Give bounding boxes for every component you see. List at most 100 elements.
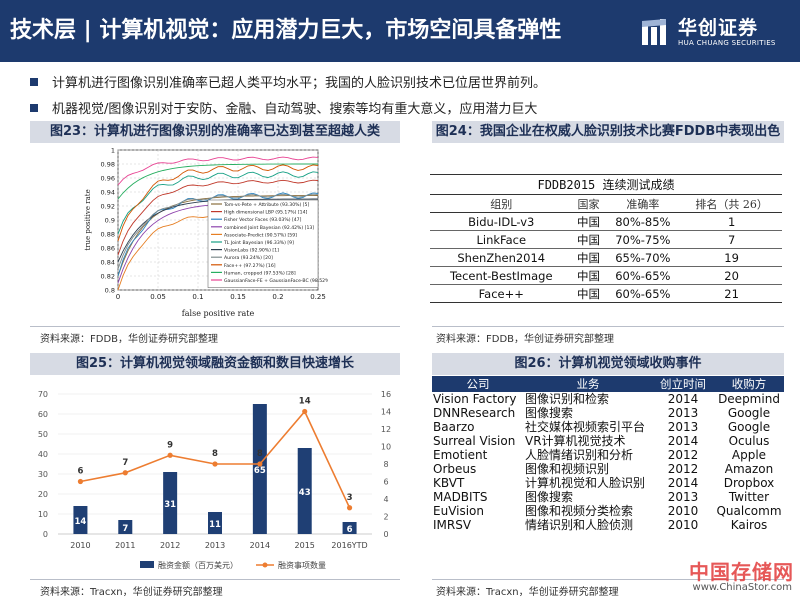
bar-x-tick-label: 2010 (70, 541, 90, 550)
bar-right-tick-label: 14 (381, 408, 391, 417)
fig25-divider (30, 579, 400, 580)
acq-cell: Dropbox (723, 476, 775, 490)
roc-legend-entry: combined Joint Bayesian (92.42%) [13] (224, 225, 314, 231)
fddb-cell: 20 (681, 266, 782, 285)
acq-cell: Qualcomm (716, 504, 782, 518)
acq-cell: Orbeus (433, 462, 477, 476)
roc-series-line (117, 164, 319, 242)
bar-left-tick-label: 30 (38, 470, 48, 479)
bullet-square-icon (30, 78, 38, 86)
bar-right-tick-label: 4 (383, 495, 388, 504)
brand-logo: 华创证券 HUA CHUANG SECURITIES (636, 9, 786, 53)
acq-cell: Amazon (724, 462, 774, 476)
bar-mark (252, 404, 267, 534)
table-row: ShenZhen2014 中国 65%-70% 19 (430, 248, 782, 267)
roc-y-tick-label: 1 (111, 147, 115, 155)
bar-right-tick-label: 6 (383, 478, 388, 487)
acq-cell: 情绪识别和人脸侦测 (525, 518, 634, 532)
line-data-label: 7 (122, 458, 128, 468)
roc-x-tick-label: 0 (116, 293, 120, 301)
table-row: Bidu-IDL-v3 中国 80%-85% 1 (430, 212, 782, 231)
bar-left-tick-label: 10 (38, 510, 48, 519)
acq-cell: 2014 (667, 392, 699, 406)
fig23-divider (30, 326, 400, 327)
fddb-cell: 80%-85% (604, 212, 682, 231)
acq-cell: MADBITS (433, 490, 488, 504)
line-data-label: 3 (347, 493, 353, 503)
roc-legend-entry: Associate-Predict (90.57%) [59] (224, 232, 297, 238)
acq-cell: Google (727, 420, 771, 434)
bar-mark (342, 522, 357, 534)
bar-mark (163, 472, 178, 534)
acq-col-header: 业务 (524, 376, 652, 392)
table-row: MADBITS 图像搜索 2013 Twitter (432, 490, 784, 504)
roc-series-line (117, 156, 319, 186)
fddb-cell: 7 (681, 230, 782, 249)
bar-left-tick-label: 40 (38, 450, 48, 459)
acq-cell: 图像和视频识别 (525, 462, 610, 476)
acq-cell: VR计算机视觉技术 (525, 434, 626, 448)
acq-cell: 图像搜索 (525, 490, 574, 504)
fddb-col-header: 国家 (572, 194, 605, 213)
acq-cell: 图像搜索 (525, 406, 574, 420)
bullet-text: 计算机进行图像识别准确率已超人类平均水平；我国的人脸识别技术已位居世界前列。 (52, 76, 547, 91)
table-row: Orbeus 图像和视频识别 2012 Amazon (432, 462, 784, 476)
acq-cell: DNNResearch (433, 406, 516, 420)
roc-y-axis-label: true positive rate (84, 189, 92, 250)
fig26-divider (432, 579, 784, 580)
acq-cell: Oculus (728, 434, 770, 448)
fddb-cell: 70%-75% (604, 230, 682, 249)
bar-data-label: 31 (164, 500, 176, 510)
fddb-table-caption: FDDB2015 连续测试成绩 (430, 174, 782, 195)
acq-cell: 计算机视觉和人脸识别 (525, 476, 646, 490)
roc-series-line (117, 179, 319, 256)
bar-right-tick-label: 10 (381, 443, 391, 452)
bar-data-label: 14 (75, 517, 87, 527)
roc-x-tick-label: 0.15 (230, 293, 246, 301)
roc-series-line (117, 163, 318, 200)
roc-legend-entry: Human, cropped (97.53%) [28] (224, 270, 296, 276)
roc-y-tick-label: 0.86 (101, 245, 115, 253)
header-bar: 技术层 | 计算机视觉：应用潜力巨大，市场空间具备弹性 华创证券 HUA CHU… (0, 0, 800, 62)
fddb-cell: 60%-65% (604, 284, 682, 303)
line-data-label: 9 (167, 440, 173, 450)
acq-cell: 2014 (667, 476, 699, 490)
logo-text-en: HUA CHUANG SECURITIES (678, 39, 776, 47)
bar-left-tick-label: 20 (38, 490, 48, 499)
roc-y-tick-label: 0.9 (105, 217, 115, 225)
legend-line-marker (262, 562, 268, 568)
fddb-cell: Tecent-BestImage (430, 266, 573, 285)
bar-x-tick-label: 2011 (115, 541, 135, 550)
fddb-cell: 65%-70% (604, 248, 682, 267)
acq-cell: 2014 (667, 434, 699, 448)
bar-data-label: 43 (299, 488, 311, 498)
legend-bar-label: 融资金额（百万美元） (158, 560, 238, 570)
page-title: 技术层 | 计算机视觉：应用潜力巨大，市场空间具备弹性 (10, 18, 562, 43)
acq-cell: IMRSV (433, 518, 472, 532)
line-point (346, 505, 353, 511)
table-row: LinkFace 中国 70%-75% 7 (430, 230, 782, 249)
acq-col-header: 公司 (432, 376, 524, 392)
legend-line-label: 融资事项数量 (278, 560, 326, 570)
watermark-text-cn: 中国存储网 (689, 560, 794, 584)
bullet-text: 机器视觉/图像识别对于安防、金融、自动驾驶、搜索等均有重大意义，应用潜力巨大 (52, 102, 538, 117)
bar-right-tick-label: 0 (383, 530, 388, 539)
watermark: 中国存储网 www.ChinaStor.com (660, 556, 800, 600)
bar-left-tick-label: 60 (38, 410, 48, 419)
fig23-title: 图23：计算机进行图像识别的准确率已达到甚至超越人类 (30, 121, 400, 143)
bar-x-tick-label: 2015 (295, 541, 315, 550)
roc-x-axis-label: false positive rate (182, 309, 255, 318)
table-row: Vision Factory 图像识别和检索 2014 Deepmind (432, 392, 784, 406)
acq-cell: EuVision (433, 504, 484, 518)
fddb-cell: 中国 (572, 212, 605, 231)
roc-legend-entry: High dimensional LBP (95.17%) [14] (224, 210, 308, 216)
bullet-item: 机器视觉/图像识别对于安防、金融、自动驾驶、搜索等均有重大意义，应用潜力巨大 (30, 98, 537, 117)
acq-cell: 2013 (667, 420, 699, 434)
line-point (212, 461, 218, 467)
fddb-cell: 中国 (572, 284, 605, 303)
table-row: DNNResearch 图像搜索 2013 Google (432, 406, 784, 420)
fddb-col-header: 准确率 (604, 194, 682, 213)
fddb-col-header: 排名（共 26） (681, 194, 782, 213)
table-row: KBVT 计算机视觉和人脸识别 2014 Dropbox (432, 476, 784, 490)
fig24-title: 图24：我国企业在权威人脸识别技术比赛FDDB中表现出色 (432, 121, 784, 143)
